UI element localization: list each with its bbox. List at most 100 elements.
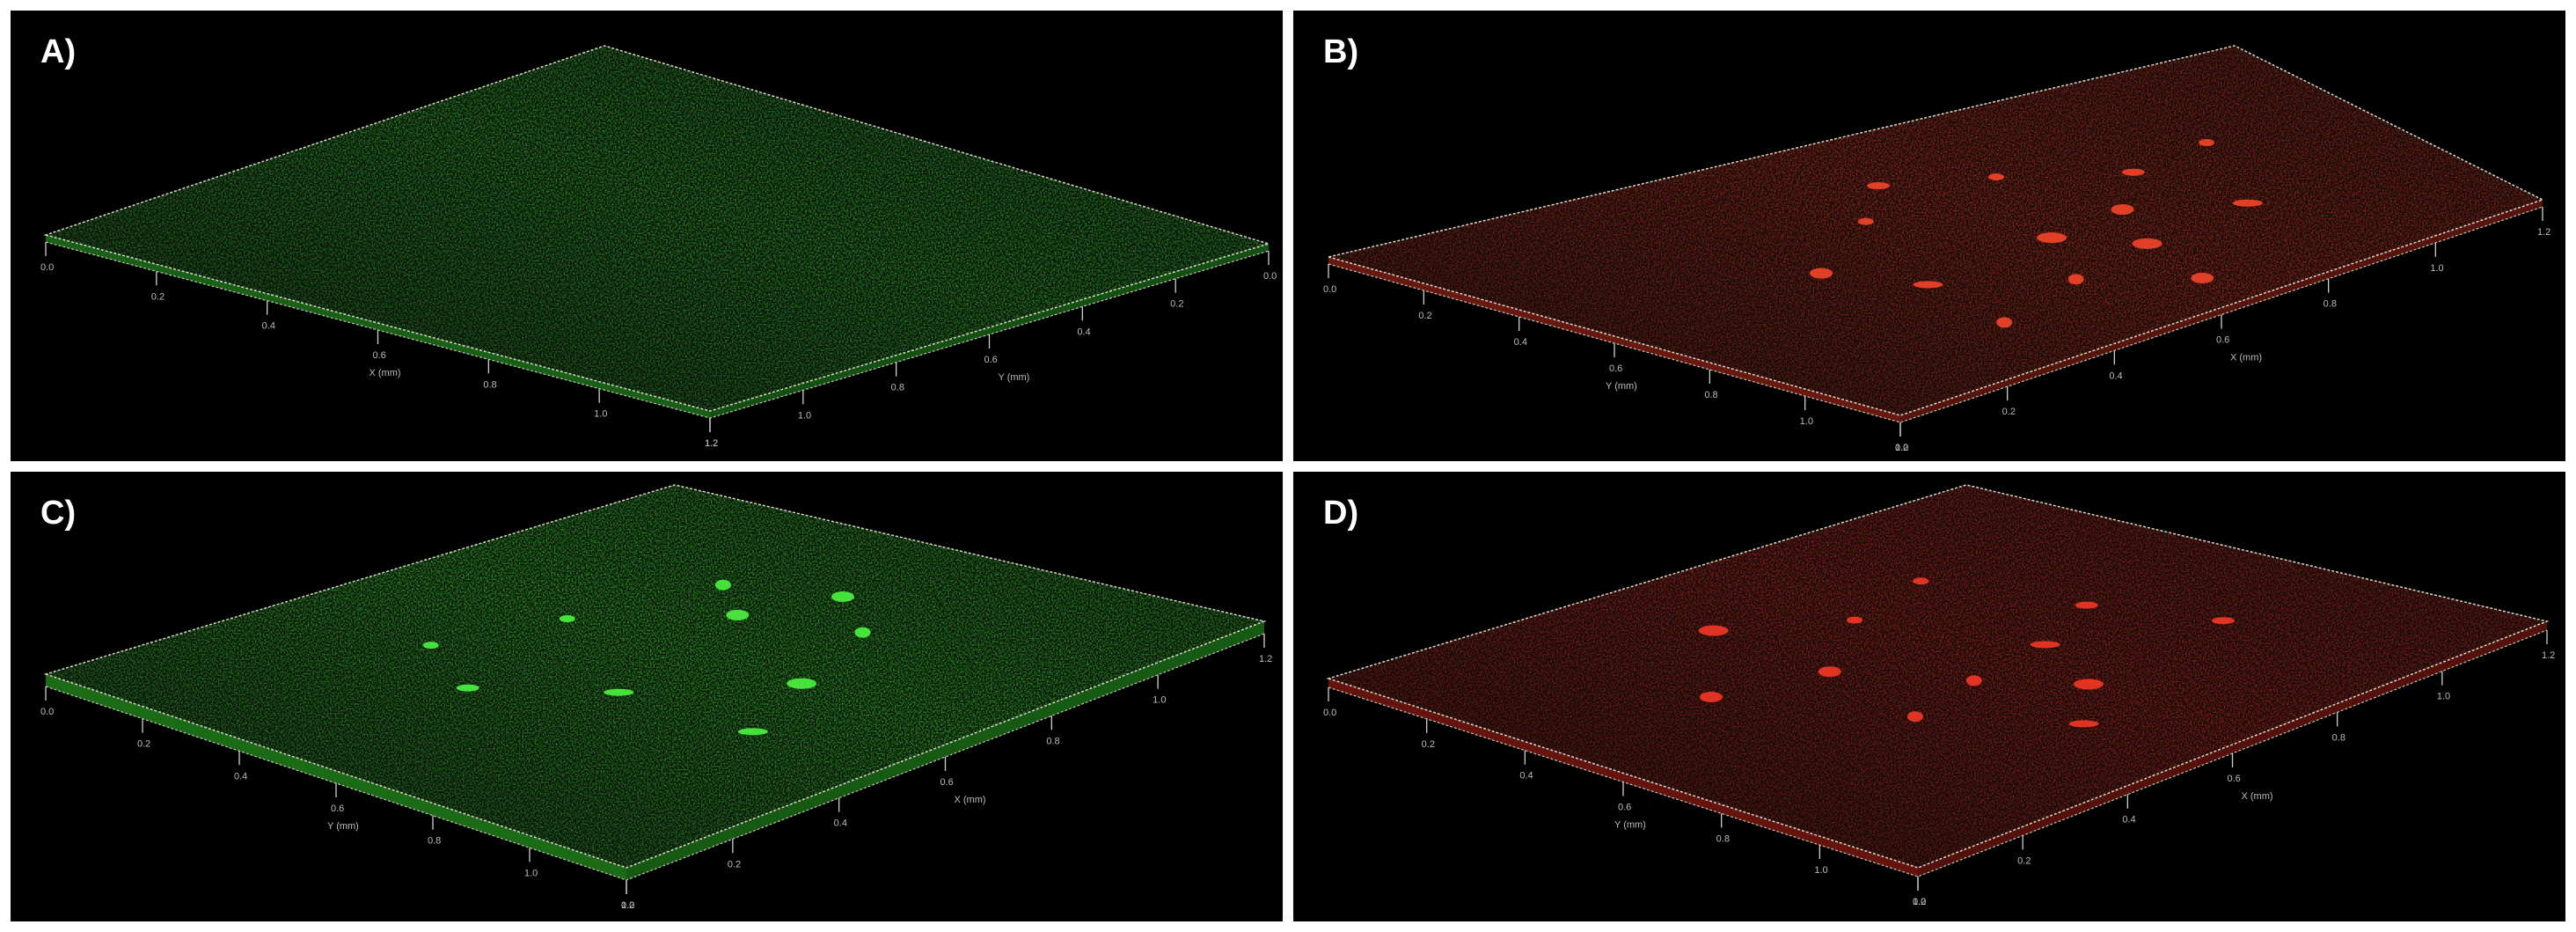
cluster-spot: [737, 728, 768, 736]
axis-tick: 0.2: [1422, 718, 1435, 750]
tick-label: 0.2: [2002, 407, 2016, 417]
axis-tick: 0.6: [940, 757, 954, 788]
axis-tick: 0.2: [728, 839, 741, 870]
axis-tick: 1.0: [1800, 396, 1813, 427]
cluster-spot: [2211, 617, 2235, 625]
tick-label: 0.8: [483, 379, 496, 390]
cluster-spot: [1810, 268, 1833, 279]
axis-tick: 1.2: [1259, 634, 1272, 664]
axis-tick: 0.8: [483, 359, 497, 390]
axis-tick: 0.8: [1704, 370, 1718, 400]
tick-label: 1.0: [594, 409, 607, 420]
tick-label: 1.0: [798, 410, 811, 421]
cluster-spot: [787, 678, 817, 689]
axis-tick: 0.0: [1263, 251, 1277, 282]
panel-label: C): [40, 495, 77, 532]
axis-tick: 0.2: [2002, 386, 2016, 417]
tick-label: 0.8: [2324, 299, 2337, 310]
axis-tick: 1.2: [705, 418, 718, 449]
tick-label: 0.2: [1418, 311, 1431, 321]
axis-tick: 0.8: [1716, 813, 1730, 844]
axis-tick: 0.4: [262, 300, 275, 332]
surface-outline: [43, 45, 1271, 412]
cluster-spot: [726, 609, 750, 620]
axis-tick: 0.6: [1618, 782, 1631, 813]
axis-tick: 0.4: [234, 751, 247, 782]
axis-tick: 1.0: [594, 388, 607, 420]
tick-label: 0.4: [1514, 337, 1527, 348]
axis-tick: 0.6: [1609, 343, 1622, 374]
tick-label: 0.6: [373, 350, 386, 361]
slab-side-front: [1328, 679, 1918, 877]
axis-tick: 1.0: [2430, 242, 2444, 274]
axis-tick: 0.8: [428, 815, 441, 847]
tick-label: 0.4: [2109, 371, 2122, 381]
axis-tick: 0.4: [1519, 750, 1533, 782]
axis-tick: 0.2: [151, 271, 165, 302]
panel-b: 0.0 0.2 0.4 0.6 0.8 1.0 1.2 Y (mm) 0.0 0.2 0.4 0.6 0…: [1293, 11, 2565, 461]
tick-label: 0.2: [2017, 855, 2031, 866]
cluster-spot: [2030, 641, 2060, 649]
axis-tick: 0.6: [331, 783, 344, 814]
cluster-spot: [831, 591, 854, 602]
cluster-spot: [2121, 168, 2145, 176]
axis-tick: 0.6: [2216, 314, 2229, 346]
cluster-spot: [456, 684, 479, 692]
cluster-spot: [1847, 616, 1863, 624]
tick-label: 1.0: [1153, 695, 1166, 706]
cluster-spot: [1988, 173, 2004, 181]
cluster-spot: [2073, 679, 2104, 690]
tick-label: 1.2: [1259, 654, 1272, 664]
slab-outline: [1328, 629, 2548, 877]
tick-label: 0.0: [1895, 443, 1908, 453]
cluster-spot: [2067, 274, 2084, 285]
slab-side-right: [1918, 621, 2547, 877]
tick-label: 1.2: [2542, 650, 2555, 661]
tick-label: 0.4: [2122, 815, 2135, 826]
panel-d: 0.0 0.2 0.4 0.6 0.8 1.0 1.2 Y (mm) 0.0 0.2 0.4 0.6 0…: [1293, 472, 2565, 921]
cluster-spot: [2132, 238, 2163, 249]
tick-label: 0.0: [40, 707, 54, 717]
tick-label: 0.4: [1077, 327, 1090, 337]
cluster-spot: [2199, 139, 2215, 147]
axis-tick: 0.8: [1046, 716, 1060, 746]
tick-label: 0.8: [1046, 736, 1059, 746]
cluster-spot: [559, 615, 575, 623]
tick-label: 0.6: [331, 804, 344, 814]
axis-tick: 0.8: [2332, 712, 2345, 743]
axis-tick: 0.0: [1895, 422, 1908, 453]
tick-label: 0.4: [262, 321, 275, 332]
tick-label: 1.2: [705, 438, 718, 449]
slab-side-right: [626, 621, 1264, 880]
cluster-spot: [422, 642, 439, 649]
axis-tick: 0.6: [984, 334, 998, 365]
axis-tick: 0.4: [2122, 794, 2136, 826]
axis-label: Y (mm): [1606, 381, 1637, 392]
axis-tick: 0.0: [1323, 687, 1336, 718]
surface-texture: [1328, 485, 2547, 868]
cluster-spot: [1699, 692, 1723, 702]
cluster-spot: [2191, 272, 2214, 283]
axis-tick: 1.0: [2437, 671, 2450, 702]
cluster-spot: [1913, 577, 1929, 585]
cluster-spot: [2075, 601, 2098, 609]
axis-label: X (mm): [2242, 791, 2273, 802]
axis-tick: 0.4: [1077, 306, 1091, 337]
axis-tick: 0.0: [40, 242, 54, 273]
surface-outline: [43, 484, 1267, 869]
tick-label: 0.2: [1170, 299, 1183, 310]
surface-texture: [46, 485, 1264, 868]
axis-tick: 0.2: [1170, 278, 1183, 310]
tick-label: 0.4: [1519, 771, 1533, 782]
slab-side-front: [46, 674, 626, 880]
tick-label: 0.2: [137, 739, 150, 750]
surface-outline: [1326, 484, 2550, 869]
tick-label: 0.4: [234, 771, 247, 782]
tick-label: 0.6: [2216, 335, 2229, 346]
axis-tick: 0.6: [373, 330, 386, 361]
panel-a: 0.0 0.2 0.4 0.6 0.8 1.0 1.2 X (mm) 1.2 1.0 0.8 0.6 0…: [11, 11, 1283, 461]
panel-label: B): [1323, 33, 1359, 70]
axis-tick: 0.6: [2228, 753, 2241, 784]
cluster-spot: [1996, 317, 2013, 328]
surface-render: 0.0 0.2 0.4 0.6 0.8 1.0 1.2 Y (mm) 0.0 0.2 0.4 0.6 0…: [40, 484, 1272, 911]
